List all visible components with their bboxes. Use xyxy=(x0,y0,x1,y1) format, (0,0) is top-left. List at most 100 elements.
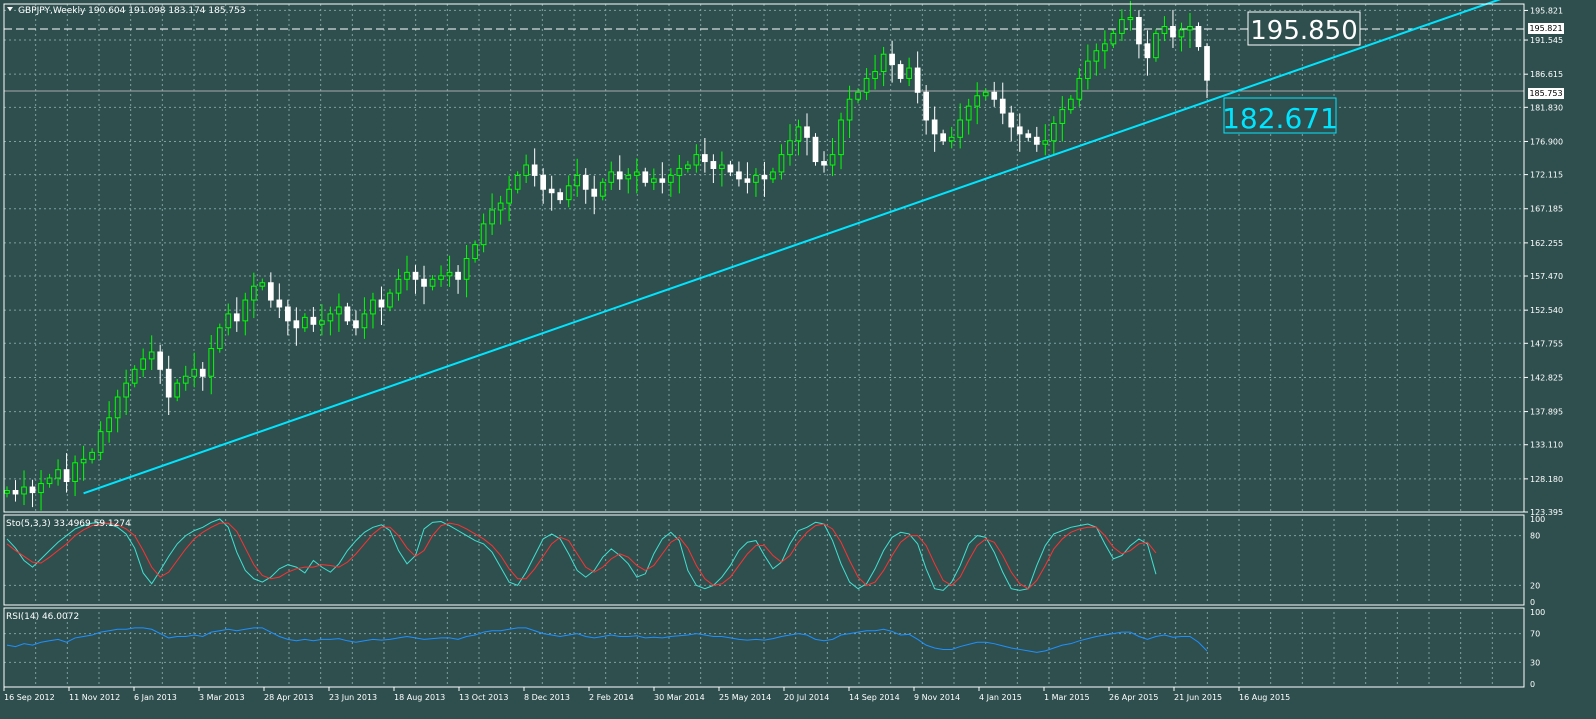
stochastic-panel-frame[interactable] xyxy=(3,514,1525,606)
candle-body xyxy=(957,119,964,138)
candle xyxy=(565,175,572,208)
candle xyxy=(506,175,512,222)
candle xyxy=(863,68,870,100)
candle-body xyxy=(114,396,121,419)
candle-body xyxy=(506,188,512,204)
candle-body xyxy=(89,451,95,460)
candle-body xyxy=(557,192,564,201)
candle-body xyxy=(370,299,376,315)
candle xyxy=(480,213,487,253)
symbol-info: GBPJPY,Weekly 190.604 191.098 183.174 18… xyxy=(18,6,246,16)
candle-body xyxy=(242,299,249,322)
candle xyxy=(965,98,972,135)
candle-body xyxy=(667,174,674,183)
candle xyxy=(557,188,564,204)
stochastic-tick-label: 100 xyxy=(1530,515,1545,524)
candle xyxy=(21,470,27,506)
candle-body xyxy=(1008,112,1015,128)
candle-body xyxy=(319,320,325,325)
candle xyxy=(319,304,325,336)
candle-body xyxy=(787,140,793,156)
candle-body xyxy=(940,133,947,142)
candle xyxy=(787,124,793,166)
candle xyxy=(259,278,266,291)
candle-body xyxy=(531,164,538,176)
trendline-price-box[interactable]: 182.671 xyxy=(1222,97,1338,135)
rsi-line xyxy=(6,627,1208,653)
candle xyxy=(923,85,929,135)
high-price-box[interactable]: 195.850 xyxy=(1247,11,1361,46)
candle-body xyxy=(565,185,572,201)
candle xyxy=(140,348,147,377)
candle-body xyxy=(267,282,274,301)
candle xyxy=(1178,22,1185,52)
candle-body xyxy=(616,171,623,180)
candle xyxy=(191,352,198,388)
candle xyxy=(727,160,734,177)
candle-body xyxy=(29,486,36,494)
triangle-down-icon[interactable] xyxy=(7,7,13,11)
price-tick-label: 152.540 xyxy=(1530,306,1563,315)
candle-body xyxy=(540,174,547,190)
candle-body xyxy=(63,469,70,482)
candle-body xyxy=(1127,17,1134,21)
trendline[interactable] xyxy=(83,0,1524,495)
candle-body xyxy=(965,105,972,121)
candle-body xyxy=(72,462,78,482)
candle xyxy=(4,486,10,498)
candle-body xyxy=(633,171,640,176)
candle-body xyxy=(846,98,853,121)
price-tick-label: 167.185 xyxy=(1530,205,1563,214)
candle-body xyxy=(710,161,717,169)
candle xyxy=(693,144,700,173)
time-tick-label: 26 Apr 2015 xyxy=(1109,693,1158,702)
stochastic-axis-labels: 100 80 20 0 xyxy=(1530,515,1545,607)
candle xyxy=(387,288,393,312)
candle xyxy=(216,323,223,353)
candle-body xyxy=(753,174,759,183)
candle xyxy=(642,167,649,187)
candle-body xyxy=(804,126,810,138)
price-axis-labels: 195.821 191.545 186.615 181.830 176.900 172.1… xyxy=(1524,6,1563,517)
rsi-panel-frame[interactable] xyxy=(3,607,1525,688)
candle-body xyxy=(1195,26,1202,48)
candle xyxy=(1161,16,1168,42)
candle-body xyxy=(387,292,393,308)
candle-body xyxy=(838,119,844,156)
candle-body xyxy=(1136,17,1142,45)
candle xyxy=(940,129,947,145)
candle xyxy=(302,313,308,332)
candle xyxy=(1170,9,1176,48)
candle-body xyxy=(702,154,708,163)
candle xyxy=(770,167,776,184)
candle-body xyxy=(21,486,27,495)
candle-body xyxy=(182,375,189,384)
candle-body xyxy=(1059,109,1066,124)
candle xyxy=(1076,68,1083,107)
candle-body xyxy=(744,178,751,183)
time-tick-label: 14 Sep 2014 xyxy=(849,693,900,702)
candle-body xyxy=(1161,26,1168,34)
price-tick-label: 176.900 xyxy=(1530,137,1563,146)
candle-body xyxy=(1170,26,1176,38)
stochastic-title: Sto(5,3,3) 33.4969 59.1274 xyxy=(6,519,131,529)
candle xyxy=(148,335,155,370)
candle xyxy=(514,171,521,194)
candle-body xyxy=(174,382,181,398)
stochastic-grid xyxy=(4,519,1524,602)
candle-body xyxy=(191,368,198,377)
stochastic-lines xyxy=(6,518,1157,591)
candle xyxy=(497,195,504,225)
candle xyxy=(1059,96,1066,142)
candle-body xyxy=(12,489,19,495)
candle-body xyxy=(480,223,487,246)
candle-body xyxy=(761,174,768,180)
stochastic-series-signal xyxy=(6,522,1157,590)
candle-body xyxy=(880,53,887,73)
time-axis-labels: 16 Sep 2012 11 Nov 2012 6 Jan 2013 3 Mar 20… xyxy=(3,687,1290,702)
candle xyxy=(97,421,104,461)
candle xyxy=(659,162,666,194)
time-tick-label: 9 Nov 2014 xyxy=(914,693,960,702)
candle-body xyxy=(327,313,334,322)
